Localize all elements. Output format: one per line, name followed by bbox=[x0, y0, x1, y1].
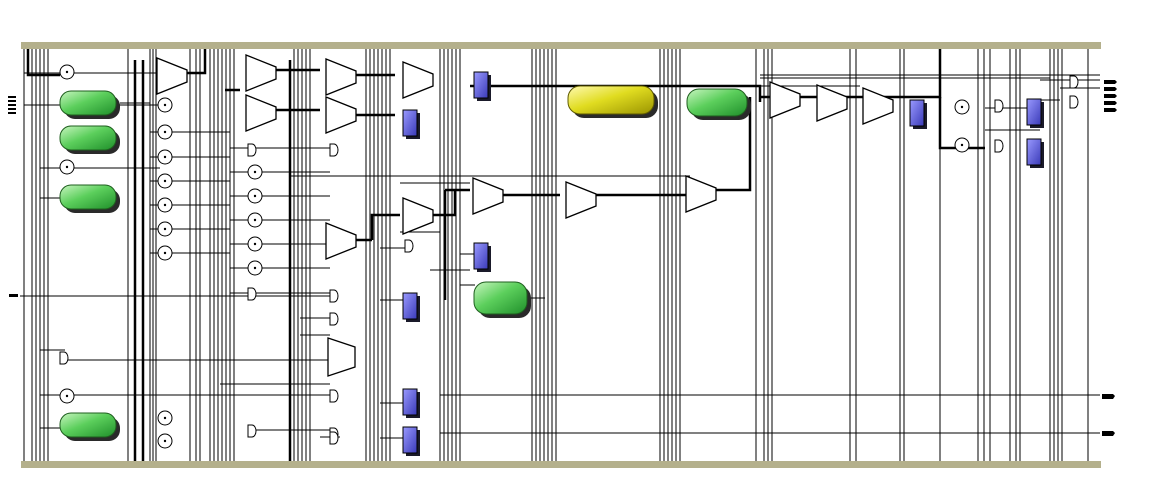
green-instance-block bbox=[59, 412, 117, 438]
logic-gate bbox=[329, 312, 339, 326]
register bbox=[473, 71, 489, 99]
register bbox=[402, 388, 418, 416]
input-port bbox=[8, 104, 16, 106]
mux bbox=[245, 94, 277, 132]
mux bbox=[325, 58, 357, 96]
logic-gate bbox=[994, 139, 1004, 153]
output-port bbox=[1102, 431, 1115, 436]
mux bbox=[156, 57, 188, 95]
green-instance-block bbox=[59, 184, 117, 210]
yellow-instance-block bbox=[567, 85, 655, 115]
output-port bbox=[1104, 94, 1117, 98]
mux bbox=[402, 197, 434, 235]
bottom-power-rail bbox=[21, 461, 1101, 468]
mux bbox=[862, 87, 894, 125]
mux bbox=[327, 337, 356, 377]
input-port bbox=[8, 112, 16, 114]
mux bbox=[325, 96, 357, 134]
logic-gate bbox=[329, 389, 339, 403]
output-port bbox=[1104, 80, 1117, 84]
mux bbox=[685, 175, 717, 213]
input-ports bbox=[8, 96, 18, 297]
register bbox=[1026, 138, 1042, 166]
register bbox=[402, 426, 418, 454]
logic-gate bbox=[59, 351, 69, 365]
logic-gate bbox=[247, 424, 257, 438]
register bbox=[402, 109, 418, 137]
gate-array bbox=[59, 75, 1079, 445]
mux bbox=[565, 181, 597, 219]
logic-gate bbox=[329, 431, 339, 445]
logic-gate bbox=[247, 287, 257, 301]
mux-array bbox=[156, 54, 894, 377]
output-port bbox=[1104, 87, 1117, 91]
register bbox=[402, 292, 418, 320]
logic-gate bbox=[1069, 95, 1079, 109]
logic-gate bbox=[247, 143, 257, 157]
adder-array bbox=[59, 64, 970, 449]
green-instance-block bbox=[473, 281, 528, 315]
output-port bbox=[1104, 101, 1117, 105]
output-ports bbox=[1102, 80, 1117, 436]
mux bbox=[816, 84, 848, 122]
mux bbox=[245, 54, 277, 92]
input-port bbox=[8, 96, 16, 98]
vertical-wires bbox=[23, 49, 1089, 461]
register bbox=[1026, 98, 1042, 126]
output-port bbox=[1102, 394, 1115, 399]
green-instance-block bbox=[686, 88, 748, 117]
output-port bbox=[1104, 108, 1117, 112]
green-instance-block bbox=[59, 125, 117, 151]
green-instance-block bbox=[59, 90, 117, 116]
instance-blocks bbox=[59, 85, 751, 441]
logic-gate bbox=[994, 99, 1004, 113]
input-port bbox=[9, 294, 18, 297]
logic-gate bbox=[329, 289, 339, 303]
mux bbox=[472, 177, 504, 215]
logic-gate bbox=[329, 143, 339, 157]
register-array bbox=[402, 71, 1044, 456]
logic-gate bbox=[404, 239, 414, 253]
mux bbox=[325, 222, 357, 260]
mux bbox=[769, 81, 801, 119]
register bbox=[473, 242, 489, 270]
input-port bbox=[8, 108, 16, 110]
input-port bbox=[8, 100, 16, 102]
top-power-rail bbox=[21, 42, 1101, 49]
logic-gate bbox=[1069, 75, 1079, 89]
register bbox=[909, 99, 925, 127]
mux bbox=[402, 61, 434, 99]
horizontal-wires bbox=[20, 72, 1100, 439]
